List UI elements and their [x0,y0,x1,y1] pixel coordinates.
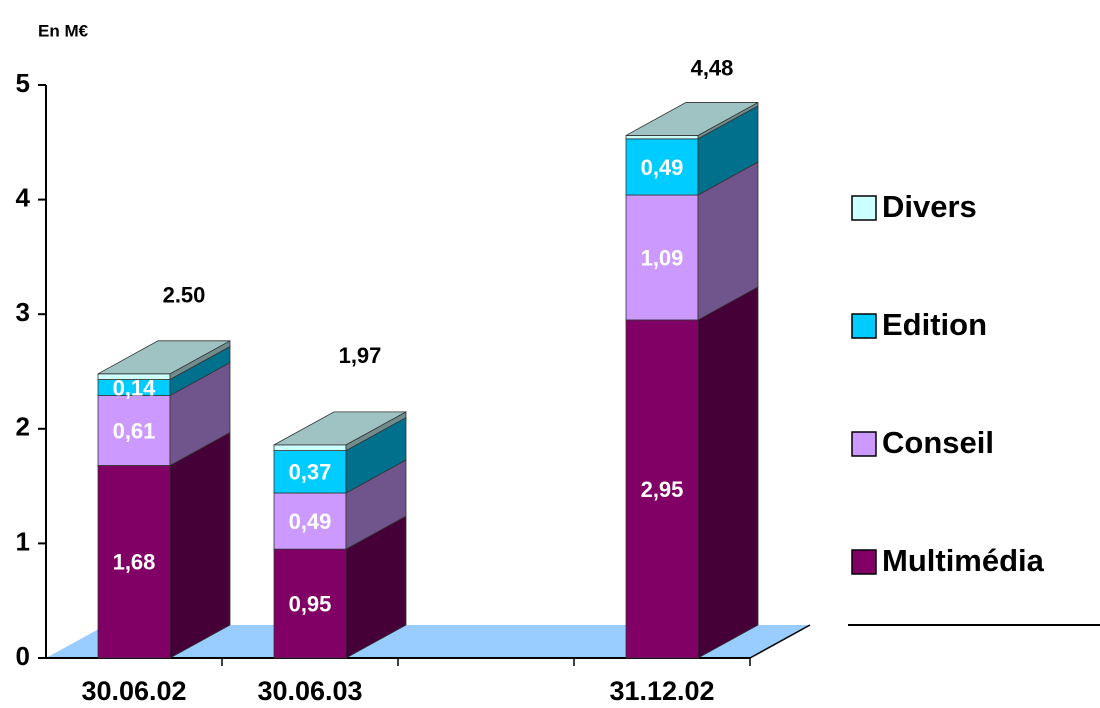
bar-segment [97,361,231,467]
bar-segment [273,515,407,659]
total-label: 1,97 [339,343,382,368]
total-label: 4,48 [691,55,734,80]
legend-label: Divers [882,189,977,224]
bar-side [697,286,759,659]
y-tick-label: 4 [16,182,31,212]
floor-edge [749,624,811,659]
value-label: 2,95 [641,477,684,502]
bar-front [273,492,347,550]
floor [46,625,810,658]
bar-front [97,395,171,466]
bar-segment [273,459,407,550]
y-tick-label: 1 [16,526,30,556]
bar-segment [273,411,407,452]
bar-segment [625,101,759,140]
value-label: 1,68 [113,550,156,575]
bar-top [97,340,231,375]
value-label: 0,49 [289,509,332,534]
bar-segment [97,345,231,397]
bar-front [625,135,699,140]
legend-swatch [851,549,877,575]
bar-segment [273,416,407,494]
legend-label: Conseil [882,425,994,460]
bar-front [273,548,347,659]
y-tick-label: 5 [16,68,30,98]
x-tick-label: 31.12.02 [609,676,714,706]
bar-segment [97,431,231,659]
bar-front [273,444,347,451]
bar-side [169,431,231,659]
bar-segment [97,340,231,381]
bar-front [97,373,171,380]
bar-front [625,138,699,196]
value-label: 0,95 [289,591,332,616]
x-tick-label: 30.06.02 [81,676,186,706]
total-label: 2.50 [163,282,206,307]
legend-swatch [851,313,877,339]
bar-front [625,194,699,321]
y-tick-label: 0 [16,641,30,671]
bar-segment [625,105,759,196]
x-tick-label: 30.06.03 [257,676,362,706]
value-label: 1,09 [641,245,684,270]
y-tick-label: 2 [16,412,30,442]
legend-label: Edition [882,307,987,342]
bar-top [273,411,407,446]
legend-swatch [851,431,877,457]
bar-front [273,450,347,494]
bar-segment [625,286,759,659]
value-label: 0,37 [289,460,332,485]
legend-label: Multimédia [882,543,1045,578]
bar-front [625,319,699,659]
bar-top [625,102,759,136]
y-axis-label: En M€ [38,21,89,40]
bar-front [97,465,171,659]
value-label: 0,49 [641,155,684,180]
value-label: 0,61 [113,418,156,443]
y-tick-label: 3 [16,297,30,327]
bar-segment [625,161,759,321]
legend-swatch [851,195,877,221]
